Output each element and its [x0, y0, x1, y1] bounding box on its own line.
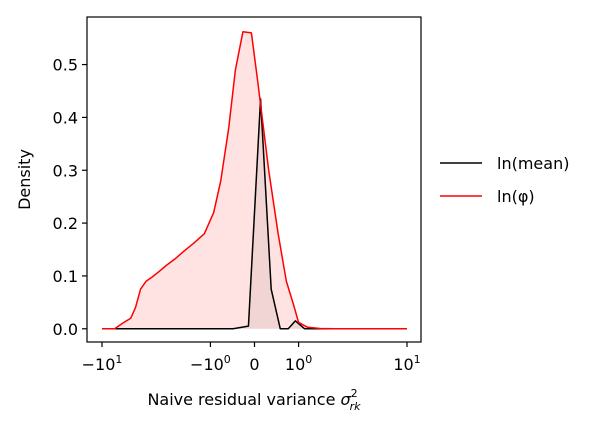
y-tick-label: 0.0	[53, 320, 78, 339]
x-tick-label: 101	[393, 353, 420, 374]
series-line-1	[102, 31, 407, 330]
y-axis-label: Density	[15, 149, 34, 210]
series-lines	[102, 31, 407, 330]
x-tick-label: −100	[190, 353, 231, 374]
x-tick-label: −101	[82, 353, 123, 374]
y-axis-ticks: 0.0 0.1 0.2 0.3 0.4 0.5	[53, 56, 87, 339]
y-tick-label: 0.4	[53, 108, 78, 127]
y-tick-label: 0.2	[53, 214, 78, 233]
legend: ln(mean) ln(φ)	[440, 154, 569, 206]
y-tick-label: 0.5	[53, 56, 78, 75]
series-fill-1	[102, 31, 407, 329]
x-tick-label: 0	[249, 355, 259, 374]
y-tick-label: 0.3	[53, 161, 78, 180]
x-tick-label: 100	[285, 353, 312, 374]
y-tick-label: 0.1	[53, 267, 78, 286]
legend-label-0: ln(mean)	[497, 154, 569, 173]
x-axis-ticks: −101 −100 0 100 101	[82, 342, 421, 374]
x-axis-label: Naive residual variance σ2 rk	[147, 387, 361, 413]
legend-label-1: ln(φ)	[497, 187, 535, 206]
